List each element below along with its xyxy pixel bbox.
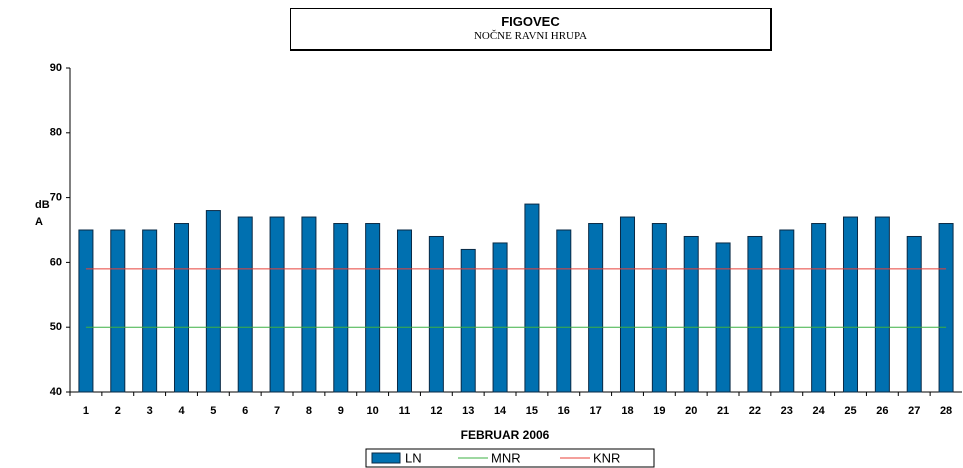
bar xyxy=(460,248,476,393)
x-tick-label: 26 xyxy=(876,405,888,417)
bar xyxy=(396,229,413,393)
bar xyxy=(142,229,158,393)
x-tick-label: 23 xyxy=(781,405,793,417)
title-box: FIGOVEC NOČNE RAVNI HRUPA xyxy=(290,8,772,51)
bar xyxy=(556,229,572,393)
legend-label: MNR xyxy=(491,450,521,465)
legend-label: KNR xyxy=(593,450,620,465)
x-tick-label: 3 xyxy=(147,405,153,417)
x-tick-label: 25 xyxy=(844,405,856,417)
bar xyxy=(874,216,890,393)
bar xyxy=(365,223,381,393)
bar xyxy=(428,235,444,393)
y-tick-label: 90 xyxy=(50,62,62,74)
legend-label: LN xyxy=(405,450,422,465)
x-tick-label: 22 xyxy=(749,405,761,417)
chart-subtitle: NOČNE RAVNI HRUPA xyxy=(473,30,588,42)
bar xyxy=(651,223,667,393)
x-tick-label: 20 xyxy=(685,405,697,417)
x-tick-label: 28 xyxy=(940,405,952,417)
x-tick-label: 24 xyxy=(813,405,826,417)
bar xyxy=(619,216,636,393)
bar xyxy=(524,203,540,393)
y-tick-label: 70 xyxy=(50,192,62,204)
bar xyxy=(205,210,221,393)
x-tick-label: 27 xyxy=(908,405,920,417)
bar xyxy=(492,242,508,393)
bar xyxy=(747,235,763,393)
y-tick-label: 50 xyxy=(50,321,62,333)
bar xyxy=(811,223,827,393)
bar xyxy=(715,242,731,393)
bar xyxy=(906,235,922,393)
bar xyxy=(110,229,126,393)
bar xyxy=(683,235,699,393)
x-tick-label: 11 xyxy=(399,405,411,417)
x-tick-label: 19 xyxy=(653,405,665,417)
legend-box xyxy=(365,448,655,468)
x-tick-label: 8 xyxy=(306,405,312,417)
bar xyxy=(842,216,859,393)
x-tick-label: 18 xyxy=(621,405,633,417)
bar xyxy=(301,216,317,393)
y-tick-label: 60 xyxy=(50,256,62,268)
x-tick-label: 13 xyxy=(462,405,474,417)
x-tick-label: 12 xyxy=(430,405,442,417)
y-tick-label: 80 xyxy=(50,127,62,139)
chart-title: FIGOVEC xyxy=(501,14,560,29)
x-tick-label: 5 xyxy=(210,405,216,417)
x-tick-label: 21 xyxy=(717,405,729,417)
x-tick-label: 17 xyxy=(590,405,602,417)
x-tick-label: 4 xyxy=(178,405,185,417)
x-axis-label: FEBRUAR 2006 xyxy=(461,428,550,442)
bar xyxy=(269,216,285,393)
bar xyxy=(173,223,190,393)
bar xyxy=(333,223,349,393)
bar xyxy=(938,223,954,393)
x-tick-label: 14 xyxy=(494,405,507,417)
bar xyxy=(78,229,94,393)
x-tick-label: 6 xyxy=(242,405,248,417)
bar xyxy=(588,223,604,393)
x-tick-label: 10 xyxy=(367,405,379,417)
x-tick-label: 7 xyxy=(274,405,280,417)
y-axis-label: dB A xyxy=(35,199,50,228)
x-tick-label: 9 xyxy=(338,405,344,417)
x-tick-label: 2 xyxy=(115,405,121,417)
y-tick-label: 40 xyxy=(50,386,62,398)
legend-swatch xyxy=(371,452,401,464)
bar xyxy=(237,216,253,393)
bar xyxy=(779,229,795,393)
x-tick-label: 1 xyxy=(83,405,89,417)
x-tick-label: 15 xyxy=(526,405,538,417)
x-tick-label: 16 xyxy=(558,405,570,417)
